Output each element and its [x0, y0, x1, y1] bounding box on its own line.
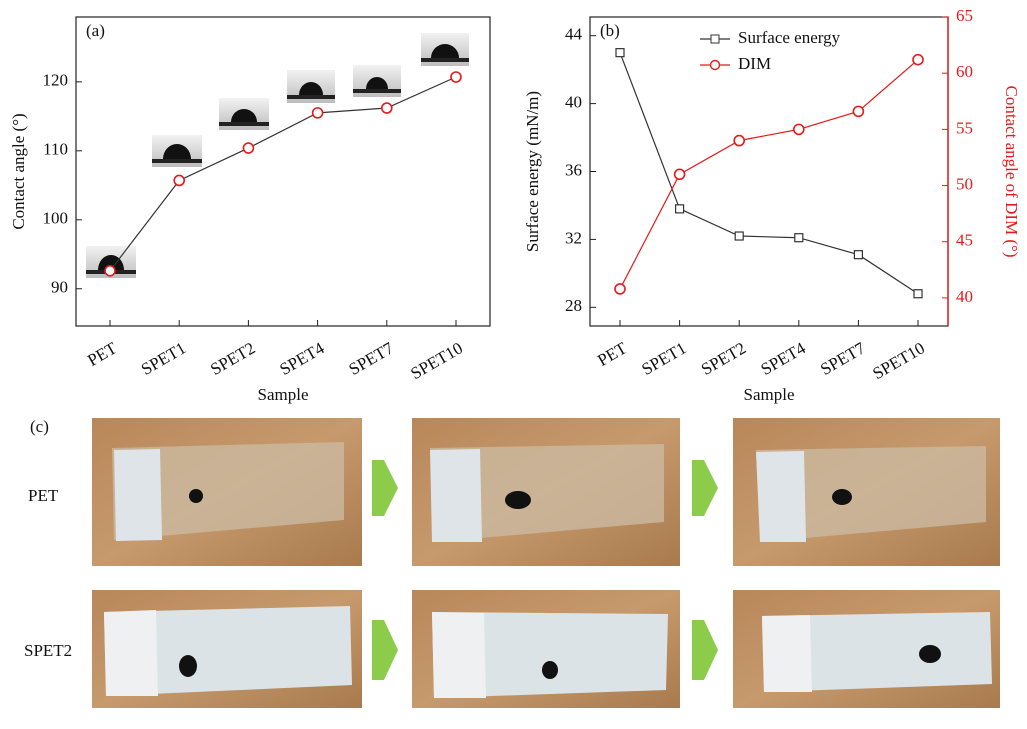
photo	[733, 590, 1000, 708]
x-axis-title: Sample	[258, 385, 309, 404]
photo	[412, 418, 680, 566]
y-tick-label: 44	[565, 25, 583, 44]
y2-tick-label: 55	[956, 118, 973, 137]
photo	[92, 590, 362, 708]
droplet-inset	[152, 135, 202, 167]
y2-tick-label: 65	[956, 6, 973, 25]
y-tick-label: 32	[565, 228, 582, 247]
y2-tick-label: 45	[956, 231, 973, 250]
x-tick-label: SPET10	[407, 338, 466, 383]
marker	[794, 124, 804, 134]
legend-label: DIM	[738, 54, 771, 73]
marker	[795, 234, 803, 242]
row-label: PET	[28, 486, 59, 505]
marker	[676, 205, 684, 213]
y2-tick-label: 50	[956, 174, 973, 193]
y2-axis-title: Contact angle of DIM (°)	[1002, 85, 1021, 257]
x-tick-label: SPET2	[698, 338, 749, 379]
droplet-inset	[219, 98, 269, 130]
marker	[734, 136, 744, 146]
marker	[105, 266, 115, 276]
x-tick-label: SPET4	[276, 338, 328, 379]
droplet-inset	[353, 65, 401, 97]
marker	[615, 284, 625, 294]
y-tick-label: 100	[43, 209, 69, 228]
y-tick-label: 120	[43, 71, 69, 90]
legend-marker	[711, 61, 720, 70]
marker	[854, 251, 862, 259]
x-tick-label: SPET1	[638, 338, 689, 379]
x-tick-label: PET	[594, 338, 630, 370]
series-line	[620, 53, 918, 294]
x-tick-label: SPET4	[758, 338, 810, 379]
x-tick-label: PET	[84, 338, 120, 370]
marker	[243, 143, 253, 153]
y-axis-title: Surface energy (mN/m)	[523, 91, 542, 252]
y-tick-label: 110	[43, 140, 68, 159]
x-tick-label: SPET1	[138, 338, 189, 379]
x-tick-label: SPET2	[207, 338, 258, 379]
page: {"chart_data": [ {"type": "line", "label…	[0, 0, 1027, 729]
photo	[92, 418, 362, 566]
row-label: SPET2	[24, 641, 72, 660]
marker	[451, 72, 461, 82]
photos	[92, 418, 1000, 708]
marker	[174, 175, 184, 185]
panel-label: (a)	[86, 21, 105, 40]
x-tick-label: SPET7	[346, 338, 398, 379]
y-tick-label: 40	[565, 92, 582, 111]
marker	[675, 169, 685, 179]
panel-label: (b)	[600, 21, 620, 40]
y-tick-label: 28	[565, 296, 582, 315]
marker	[313, 108, 323, 118]
series-line	[110, 77, 456, 271]
photo	[733, 418, 1000, 566]
marker	[616, 49, 624, 57]
figure: (c) PET SPET2 90100110120PETSPET1SPET2SP…	[0, 0, 1027, 729]
marker	[382, 103, 392, 113]
marker	[853, 106, 863, 116]
droplet-insets	[86, 33, 469, 278]
series-line	[620, 60, 918, 289]
marker	[913, 55, 923, 65]
legend-label: Surface energy	[738, 28, 841, 47]
droplet-inset	[421, 33, 469, 66]
panel-label: (c)	[30, 417, 49, 436]
x-tick-label: SPET10	[869, 338, 928, 383]
y-axis-title: Contact angle (°)	[9, 113, 28, 229]
y-tick-label: 36	[565, 160, 582, 179]
photo	[412, 590, 680, 708]
marker	[914, 290, 922, 298]
x-tick-label: SPET7	[817, 338, 869, 379]
legend-marker	[711, 35, 719, 43]
y2-tick-label: 40	[956, 287, 973, 306]
y2-tick-label: 60	[956, 62, 973, 81]
y-tick-label: 90	[51, 278, 68, 297]
droplet-inset	[287, 70, 335, 103]
x-axis-title: Sample	[744, 385, 795, 404]
marker	[735, 232, 743, 240]
